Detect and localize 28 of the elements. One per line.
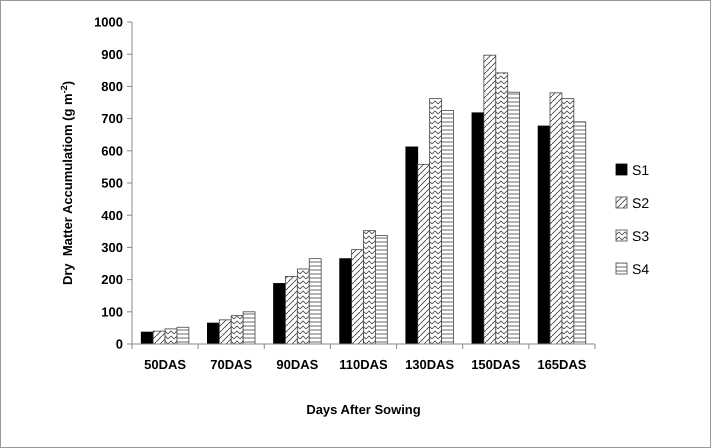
bar bbox=[538, 126, 550, 344]
y-tick-label: 500 bbox=[101, 176, 123, 191]
y-tick-label: 100 bbox=[101, 304, 123, 320]
y-tick-label: 300 bbox=[101, 240, 123, 255]
y-tick-label: 700 bbox=[101, 111, 123, 126]
y-tick-label: 800 bbox=[101, 78, 123, 94]
bar bbox=[273, 283, 286, 344]
y-tick-label: 400 bbox=[101, 208, 123, 223]
x-axis-title: Days After Sowing bbox=[306, 402, 421, 417]
x-tick-label: 150DAS bbox=[471, 357, 521, 372]
x-tick-label: 90DAS bbox=[276, 357, 319, 372]
x-tick-label: 165DAS bbox=[537, 357, 587, 372]
y-tick-label: 200 bbox=[101, 272, 123, 288]
y-tick-label: 1000 bbox=[94, 14, 123, 30]
legend-label: S4 bbox=[632, 260, 650, 277]
bar bbox=[405, 146, 418, 344]
y-tick-label: 600 bbox=[101, 143, 123, 158]
x-tick-label: 50DAS bbox=[144, 357, 186, 372]
x-tick-label: 110DAS bbox=[339, 357, 388, 372]
y-tick-label: 0 bbox=[116, 336, 123, 352]
legend-label: S2 bbox=[632, 194, 650, 211]
bar bbox=[472, 112, 484, 344]
bar bbox=[207, 322, 220, 344]
legend-label: S1 bbox=[632, 162, 650, 178]
y-tick-label: 900 bbox=[101, 46, 123, 62]
x-tick-label: 70DAS bbox=[210, 357, 252, 372]
x-tick-label: 130DAS bbox=[405, 357, 455, 372]
legend-label: S3 bbox=[632, 228, 650, 244]
